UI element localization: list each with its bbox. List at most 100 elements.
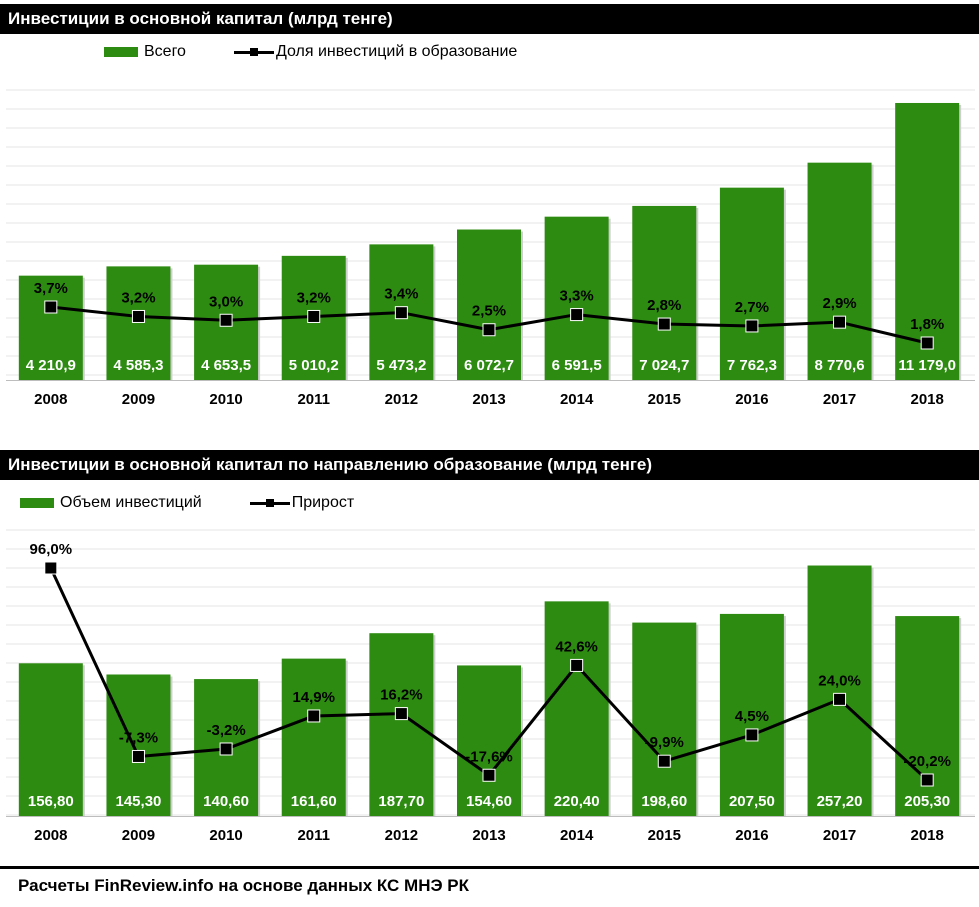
- legend-item-line: Доля инвестиций в образование: [233, 43, 518, 61]
- line-point: [219, 313, 233, 327]
- line-point: [920, 773, 934, 787]
- line-point: [745, 728, 759, 742]
- bar-value-label: 205,30: [904, 793, 950, 810]
- footer-divider: [0, 866, 979, 869]
- line-value-label: -9,9%: [645, 734, 684, 751]
- legend-line-label: Доля инвестиций в образование: [275, 43, 518, 60]
- x-tick-label: 2011: [297, 827, 330, 844]
- legend-bar-label: Всего: [144, 43, 186, 60]
- bar-value-label: 7 762,3: [727, 357, 777, 374]
- bar: [106, 674, 171, 816]
- chart2-legend: Объем инвестиций Прирост: [20, 494, 402, 512]
- bar-value-label: 8 770,6: [815, 357, 865, 374]
- line-value-label: 4,5%: [735, 708, 769, 725]
- bar: [106, 266, 171, 380]
- bar: [544, 216, 609, 380]
- bar: [807, 565, 872, 816]
- bar: [807, 162, 872, 380]
- line-point: [833, 692, 847, 706]
- line-value-label: 3,2%: [121, 289, 155, 306]
- bar-value-label: 220,40: [554, 793, 600, 810]
- bar-value-label: 207,50: [729, 793, 775, 810]
- bar: [719, 613, 784, 816]
- line-value-label: 3,0%: [209, 293, 243, 310]
- x-tick-label: 2016: [735, 827, 768, 844]
- line-point: [570, 308, 584, 322]
- x-tick-label: 2018: [910, 827, 943, 844]
- bar-value-label: 5 473,2: [376, 357, 426, 374]
- bar-value-label: 6 591,5: [552, 357, 602, 374]
- chart2-title: Инвестиции в основной капитал по направл…: [0, 450, 979, 480]
- bar-value-label: 4 210,9: [26, 357, 76, 374]
- line-point: [482, 768, 496, 782]
- x-tick-label: 2014: [560, 391, 594, 408]
- x-tick-label: 2018: [910, 391, 943, 408]
- bar: [18, 663, 83, 816]
- bar: [632, 205, 697, 380]
- line-value-label: 3,2%: [297, 289, 331, 306]
- chart2-plot: 156,80 2008 145,30 2009 140,60 2010 161,60 2011…: [6, 529, 975, 844]
- bar-value-label: 7 024,7: [639, 357, 689, 374]
- legend-item-line: Прирост: [249, 494, 355, 512]
- source-note: Расчеты FinReview.info на основе данных …: [18, 876, 470, 895]
- line-point: [44, 561, 58, 575]
- line-point: [44, 300, 58, 314]
- legend-line-swatch: [249, 497, 290, 509]
- bar-value-label: 5 010,2: [289, 357, 339, 374]
- bar: [719, 187, 784, 380]
- line-value-label: 3,7%: [34, 280, 68, 297]
- chart1-plot: 4 210,9 2008 4 585,3 2009 4 653,5 2010 5 010,2…: [6, 89, 975, 408]
- line-value-label: -7,3%: [119, 729, 158, 746]
- line-point: [482, 323, 496, 337]
- bar: [457, 229, 521, 380]
- line-point: [833, 315, 847, 329]
- line-value-label: 3,4%: [384, 286, 418, 303]
- x-tick-label: 2012: [385, 391, 418, 408]
- x-tick-label: 2012: [385, 827, 418, 844]
- bar-value-label: 145,30: [116, 793, 162, 810]
- line-point: [657, 317, 671, 331]
- bar-value-label: 187,70: [378, 793, 424, 810]
- line-value-label: 2,5%: [472, 303, 506, 320]
- line-value-label: 42,6%: [555, 638, 598, 655]
- x-tick-label: 2010: [209, 827, 242, 844]
- x-tick-label: 2013: [472, 391, 505, 408]
- line-point: [131, 309, 145, 323]
- legend-line-label: Прирост: [291, 494, 355, 511]
- x-tick-label: 2009: [122, 391, 155, 408]
- x-tick-label: 2011: [297, 391, 330, 408]
- chart1-legend: Всего Доля инвестиций в образование: [104, 43, 565, 61]
- line-value-label: 24,0%: [818, 672, 861, 689]
- bar-value-label: 4 585,3: [113, 357, 163, 374]
- legend-bar-swatch: [20, 497, 54, 508]
- line-value-label: 2,7%: [735, 299, 769, 316]
- bar-value-label: 257,20: [817, 793, 863, 810]
- legend-item-bar: Объем инвестиций: [20, 494, 202, 512]
- line-point: [307, 709, 321, 723]
- bar-value-label: 156,80: [28, 793, 74, 810]
- bar: [457, 665, 521, 816]
- bar: [895, 102, 960, 381]
- legend-line-swatch: [233, 46, 274, 58]
- bar: [544, 601, 609, 816]
- line-point: [920, 336, 934, 350]
- line-point: [570, 658, 584, 672]
- bar-value-label: 140,60: [203, 793, 249, 810]
- x-tick-label: 2017: [823, 827, 856, 844]
- line-value-label: 96,0%: [30, 541, 73, 558]
- x-tick-label: 2017: [823, 391, 856, 408]
- bar-value-label: 11 179,0: [898, 357, 956, 374]
- x-tick-label: 2008: [34, 391, 67, 408]
- line-point: [131, 749, 145, 763]
- line-point: [657, 754, 671, 768]
- bar-value-label: 154,60: [466, 793, 512, 810]
- bar: [281, 658, 346, 816]
- bar-value-label: 4 653,5: [201, 357, 251, 374]
- line-point: [307, 309, 321, 323]
- bar-value-label: 161,60: [291, 793, 337, 810]
- bar-value-label: 6 072,7: [464, 357, 514, 374]
- line-point: [394, 306, 408, 320]
- bar: [18, 275, 83, 380]
- x-tick-label: 2010: [209, 391, 242, 408]
- legend-bar-swatch: [104, 46, 138, 57]
